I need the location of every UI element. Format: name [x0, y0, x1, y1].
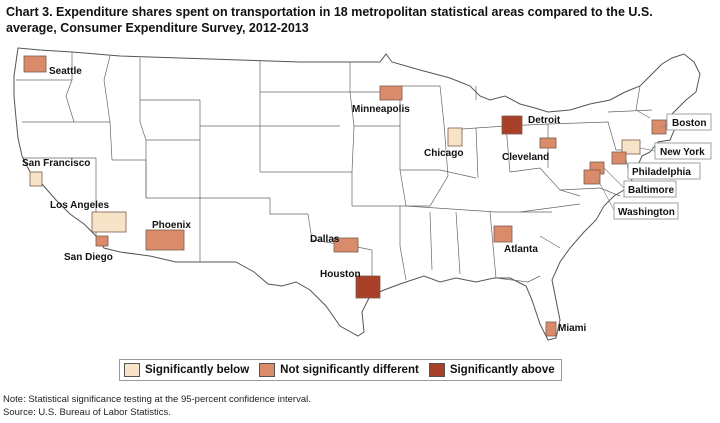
label-miami: Miami — [558, 323, 587, 334]
metro-los-angeles — [91, 211, 127, 233]
label-cleveland: Cleveland — [502, 152, 549, 163]
note-text: Note: Statistical significance testing a… — [3, 394, 311, 405]
label-new-york: New York — [660, 147, 705, 158]
metro-boston — [651, 119, 667, 135]
metro-dallas — [333, 237, 359, 253]
metro-atlanta — [493, 225, 513, 243]
metro-seattle — [23, 55, 47, 73]
metro-houston — [355, 275, 381, 299]
us-outline — [13, 47, 701, 341]
legend-swatch-below — [124, 363, 140, 377]
metro-cleveland — [539, 137, 557, 149]
city-labels: Seattle San Francisco Los Angeles San Di… — [22, 66, 712, 334]
metro-miami — [545, 321, 557, 337]
chart-title: Chart 3. Expenditure shares spent on tra… — [6, 5, 653, 35]
label-los-angeles: Los Angeles — [50, 200, 110, 211]
legend-item-not-different: Not significantly different — [259, 363, 419, 377]
metro-san-francisco — [29, 171, 43, 187]
label-washington: Washington — [618, 207, 675, 218]
label-dallas: Dallas — [310, 234, 340, 245]
label-seattle: Seattle — [49, 66, 82, 77]
legend-swatch-not-different — [259, 363, 276, 377]
label-detroit: Detroit — [528, 115, 561, 126]
label-minneapolis: Minneapolis — [352, 104, 410, 115]
label-atlanta: Atlanta — [504, 244, 538, 255]
label-phoenix: Phoenix — [152, 220, 191, 231]
label-boston: Boston — [672, 118, 706, 129]
label-houston: Houston — [320, 269, 361, 280]
metro-phoenix — [145, 229, 185, 251]
legend-label-above: Significantly above — [449, 364, 555, 376]
us-map: Seattle San Francisco Los Angeles San Di… — [13, 47, 712, 341]
state-borders — [16, 52, 653, 296]
legend-label-not-different: Not significantly different — [280, 364, 419, 376]
legend-label-below: Significantly below — [145, 364, 250, 376]
metro-areas — [23, 55, 667, 337]
legend: Significantly below Not significantly di… — [119, 359, 562, 381]
label-san-francisco: San Francisco — [22, 158, 90, 169]
metro-chicago — [447, 127, 463, 147]
metro-philadelphia — [611, 151, 627, 165]
legend-item-below: Significantly below — [124, 363, 249, 377]
source-text: Source: U.S. Bureau of Labor Statistics. — [3, 407, 171, 418]
label-san-diego: San Diego — [64, 252, 113, 263]
legend-swatch-above — [428, 363, 445, 377]
label-philadelphia: Philadelphia — [632, 167, 691, 178]
metro-washington — [583, 169, 601, 185]
metro-minneapolis — [379, 85, 403, 101]
label-chicago: Chicago — [424, 148, 463, 159]
label-baltimore: Baltimore — [628, 185, 675, 196]
metro-detroit — [501, 115, 523, 135]
metro-new-york — [621, 139, 641, 155]
metro-san-diego — [95, 235, 109, 247]
legend-item-above: Significantly above — [428, 363, 555, 377]
